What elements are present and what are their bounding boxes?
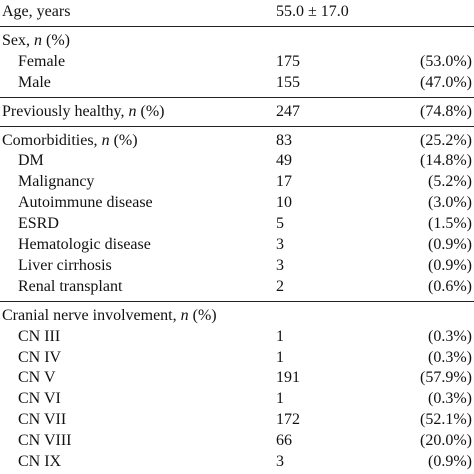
row-label: Age, years — [2, 3, 71, 20]
row-value: 1 — [276, 327, 284, 345]
row-percent: (0.3%) — [428, 327, 472, 345]
row-label: Hematologic disease — [18, 236, 151, 253]
row-percent: (14.8%) — [420, 152, 472, 170]
table-row: CN VIII 66 (20.0%) — [0, 430, 474, 451]
row-divider — [0, 300, 474, 302]
table-row: CN IX 3 (0.9%) — [0, 451, 474, 472]
row-value: 3 — [276, 236, 284, 253]
row-label: Renal transplant — [18, 277, 123, 295]
row-percent: (20.0%) — [420, 432, 472, 450]
table-row: Comorbidities, n (%) 83 (25.2%) — [0, 130, 474, 151]
row-label: ESRD — [18, 215, 59, 233]
row-label: CN VII — [18, 411, 67, 429]
row-percent: (5.2%) — [428, 173, 472, 191]
row-value: 83 — [276, 131, 292, 149]
row-label: Malignancy — [18, 173, 95, 191]
row-label: Autoimmune disease — [18, 194, 153, 212]
row-label: Male — [18, 73, 51, 91]
row-label: Sex, n (%) — [2, 31, 70, 49]
row-percent: (0.3%) — [428, 390, 472, 408]
row-value: 5 — [276, 215, 284, 233]
row-percent: (53.0%) — [420, 52, 472, 70]
row-percent: (1.5%) — [428, 215, 472, 233]
table-row: Cranial nerve involvement, n (%) — [0, 305, 474, 326]
row-value: 66 — [276, 432, 292, 450]
table-row: Previously healthy, n (%) 247 (74.8%) — [0, 101, 474, 122]
row-percent: (25.2%) — [420, 131, 472, 149]
row-percent: (57.9%) — [420, 369, 472, 387]
row-percent: (52.1%) — [420, 411, 472, 429]
row-value: 2 — [276, 277, 284, 295]
row-label: CN V — [18, 369, 56, 387]
row-label: Comorbidities, n (%) — [2, 131, 138, 149]
row-percent: (0.9%) — [428, 256, 472, 274]
table-row: Malignancy 17 (5.2%) — [0, 171, 474, 192]
table-row: CN VI 1 (0.3%) — [0, 388, 474, 409]
row-divider — [0, 96, 474, 98]
row-label: Cranial nerve involvement, n (%) — [2, 306, 217, 324]
row-percent: (0.3%) — [428, 348, 472, 366]
row-label: Liver cirrhosis — [18, 256, 112, 274]
row-percent: (47.0%) — [420, 73, 472, 91]
table-row: Sex, n (%) — [0, 30, 474, 51]
table-row: CN IV 1 (0.3%) — [0, 347, 474, 368]
row-divider — [0, 125, 474, 127]
table-row: Liver cirrhosis 3 (0.9%) — [0, 255, 474, 276]
row-label: Previously healthy, n (%) — [2, 102, 165, 120]
table-row: CN III 1 (0.3%) — [0, 326, 474, 347]
row-label: CN IV — [18, 348, 62, 366]
table-row: Male 155 (47.0%) — [0, 72, 474, 93]
table-row: Female 175 (53.0%) — [0, 51, 474, 72]
row-percent: (0.9%) — [428, 236, 472, 253]
row-value: 17 — [276, 173, 292, 191]
row-label: CN VI — [18, 390, 61, 408]
row-value: 55.0 ± 17.0 — [276, 3, 349, 20]
table-row: Autoimmune disease 10 (3.0%) — [0, 192, 474, 213]
table-row: ESRD 5 (1.5%) — [0, 213, 474, 234]
row-value: 155 — [276, 73, 300, 91]
row-value: 3 — [276, 453, 284, 470]
row-value: 172 — [276, 411, 300, 429]
row-label: Female — [18, 52, 66, 70]
row-label: CN IX — [18, 453, 62, 470]
row-percent: (3.0%) — [428, 194, 472, 212]
row-value: 175 — [276, 52, 300, 70]
table-row: Renal transplant 2 (0.6%) — [0, 276, 474, 297]
row-label: DM — [18, 152, 44, 170]
table-row: CN VII 172 (52.1%) — [0, 409, 474, 430]
row-value: 1 — [276, 390, 284, 408]
table-row: Hematologic disease 3 (0.9%) — [0, 234, 474, 255]
row-label: CN VIII — [18, 432, 72, 450]
table-row: Age, years 55.0 ± 17.0 — [0, 1, 474, 22]
row-percent: (0.9%) — [428, 453, 472, 470]
row-divider — [0, 25, 474, 27]
row-percent: (0.6%) — [428, 277, 472, 295]
row-value: 247 — [276, 102, 300, 120]
table-row: DM 49 (14.8%) — [0, 150, 474, 171]
row-label: CN III — [18, 327, 61, 345]
row-percent: (74.8%) — [420, 102, 472, 120]
row-value: 191 — [276, 369, 300, 387]
table-row: CN V 191 (57.9%) — [0, 367, 474, 388]
row-value: 10 — [276, 194, 292, 212]
row-value: 1 — [276, 348, 284, 366]
row-value: 3 — [276, 256, 284, 274]
row-value: 49 — [276, 152, 292, 170]
